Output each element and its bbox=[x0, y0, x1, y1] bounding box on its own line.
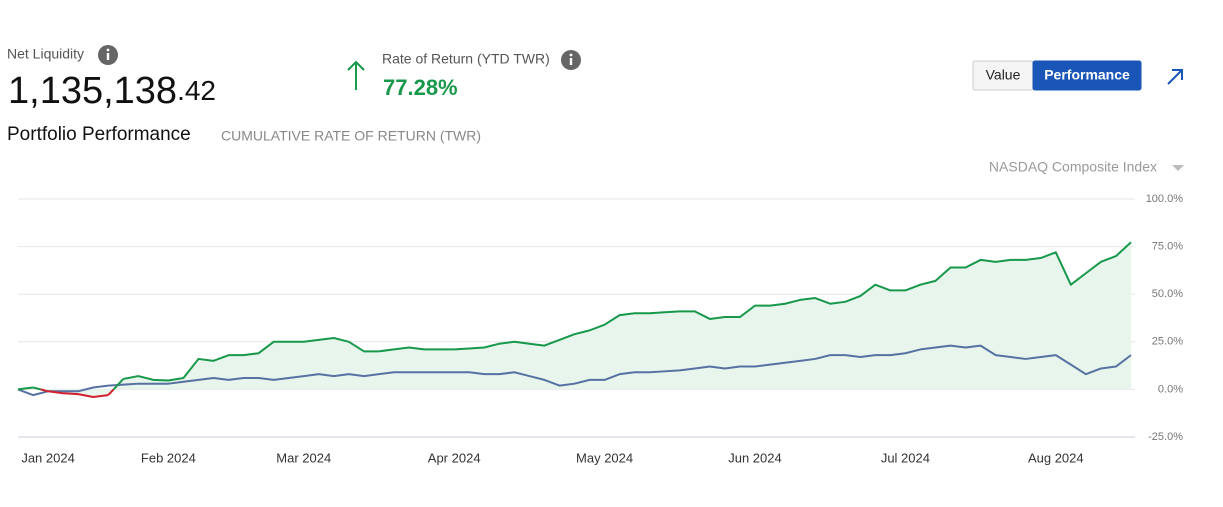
y-tick-label: 0.0% bbox=[1158, 383, 1183, 395]
y-tick-label: 75.0% bbox=[1152, 241, 1183, 253]
net-liquidity-cents: .42 bbox=[177, 75, 216, 106]
toggle-button-label: Value bbox=[986, 67, 1021, 83]
benchmark-select[interactable]: NASDAQ Composite Index bbox=[989, 159, 1157, 175]
x-tick-label: Mar 2024 bbox=[276, 450, 331, 465]
info-icon-glyph bbox=[569, 58, 573, 65]
line bbox=[123, 241, 1132, 382]
line bbox=[17, 344, 1132, 397]
y-tick-label: 50.0% bbox=[1152, 288, 1183, 300]
line-joint bbox=[32, 386, 41, 391]
area bbox=[18, 242, 1131, 398]
net-liquidity-main: 1,135,138 bbox=[8, 70, 177, 112]
x-tick-label: Apr 2024 bbox=[428, 450, 481, 465]
x-tick-label: Jul 2024 bbox=[881, 450, 930, 465]
info-icon-glyph bbox=[106, 53, 110, 60]
plot: -25.0% 0.0% 25.0% 50.0% 75.0% 100.0% Jan 2024 F… bbox=[17, 193, 1184, 465]
view-toggle: Value Performance bbox=[972, 60, 1142, 91]
line bbox=[17, 386, 34, 391]
x-tick-label: Jan 2024 bbox=[21, 450, 75, 465]
y-tick-label: -25.0% bbox=[1148, 431, 1183, 443]
return-value: 77.28% bbox=[383, 75, 458, 100]
y-tick-label: 100.0% bbox=[1146, 193, 1184, 205]
toggle-button-label: Performance bbox=[1044, 67, 1130, 83]
x-tick-label: Aug 2024 bbox=[1028, 450, 1084, 465]
chart-title: Portfolio Performance bbox=[7, 124, 191, 145]
expand-icon[interactable] bbox=[1167, 69, 1183, 85]
line-joint bbox=[112, 378, 125, 391]
x-tick-label: Jun 2024 bbox=[728, 450, 782, 465]
up-arrow bbox=[347, 60, 365, 90]
net-liquidity-value: 1,135,138.42 bbox=[8, 70, 216, 112]
info-icon-glyph bbox=[569, 53, 573, 57]
info-icon-glyph bbox=[106, 48, 110, 52]
line-joint bbox=[40, 388, 49, 393]
line-joint bbox=[107, 388, 115, 396]
chart-subtitle: CUMULATIVE RATE OF RETURN (TWR) bbox=[221, 128, 481, 144]
net-liquidity-label: Net Liquidity bbox=[7, 46, 84, 62]
x-tick-label: Feb 2024 bbox=[141, 450, 196, 465]
return-label: Rate of Return (YTD TWR) bbox=[382, 51, 550, 67]
toggle-button[interactable] bbox=[1032, 60, 1142, 91]
dropdown-caret[interactable] bbox=[1172, 165, 1184, 171]
x-tick-label: May 2024 bbox=[576, 450, 633, 465]
y-tick-label: 25.0% bbox=[1152, 336, 1183, 348]
line bbox=[47, 390, 109, 399]
